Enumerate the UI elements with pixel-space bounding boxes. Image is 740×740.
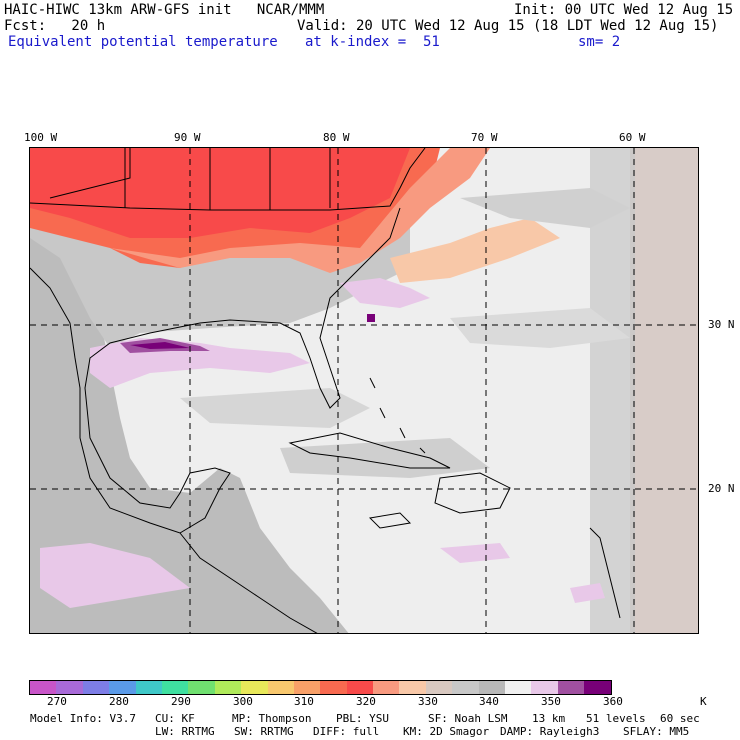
- colorbar-label: 310: [294, 695, 314, 708]
- cu-scheme: CU: KF: [155, 712, 195, 725]
- lw-scheme: LW: RRTMG: [155, 725, 215, 738]
- lat-lon-grid: [30, 148, 698, 633]
- sflay-scheme: SFLAY: MM5: [623, 725, 690, 738]
- colorbar-swatch: [293, 681, 321, 694]
- colorbar-unit: K: [700, 695, 707, 708]
- lat-label-30n: 30 N: [708, 318, 735, 331]
- caribbean-purple: [440, 543, 510, 563]
- colorbar-swatch: [320, 681, 347, 694]
- colorbar-label: 350: [541, 695, 561, 708]
- model-version: Model Info: V3.7: [30, 712, 136, 725]
- colorbar-swatch: [30, 681, 57, 694]
- lon-label-100w: 100 W: [24, 131, 58, 144]
- colorbar-swatch: [505, 681, 532, 694]
- atlantic-gray-streaks: [460, 188, 630, 228]
- colorbar-swatch: [109, 681, 136, 694]
- timestep: 60 sec: [660, 712, 700, 725]
- mp-scheme: MP: Thompson: [232, 712, 312, 725]
- sw-scheme: SW: RRTMG: [234, 725, 294, 738]
- colorbar-label: 330: [418, 695, 438, 708]
- sf-scheme: SF: Noah LSM: [428, 712, 508, 725]
- colorbar-swatch: [346, 681, 374, 694]
- theta-e-map: [29, 147, 699, 634]
- levels: 51 levels: [586, 712, 646, 725]
- model-title: HAIC-HIWC 13km ARW-GFS init NCAR/MMM: [4, 2, 325, 18]
- resolution: 13 km: [532, 712, 566, 725]
- eastern-gray-region: [630, 148, 698, 633]
- init-time: Init: 00 UTC Wed 12 Aug 15: [514, 2, 734, 18]
- damp-scheme: DAMP: Rayleigh3: [500, 725, 600, 738]
- colorbar-label: 270: [47, 695, 67, 708]
- coastlines: [30, 148, 621, 633]
- colorbar-label: 340: [479, 695, 499, 708]
- forecast-hour: Fcst: 20 h: [4, 18, 106, 34]
- colorbar-swatch: [56, 681, 83, 694]
- level-index: at k-index = 51: [305, 34, 440, 50]
- colorbar-label: 320: [356, 695, 376, 708]
- km-scheme: KM: 2D Smagor: [403, 725, 490, 738]
- smoothing: sm= 2: [578, 34, 621, 50]
- colorbar-label: 290: [171, 695, 191, 708]
- field-name: Equivalent potential temperature: [8, 34, 278, 50]
- colorbar-swatch: [452, 681, 479, 694]
- colorbar-swatch: [531, 681, 558, 694]
- pbl-scheme: PBL: YSU: [336, 712, 389, 725]
- colorbar-swatch: [82, 681, 110, 694]
- colorbar-swatch: [584, 681, 611, 694]
- colorbar-swatch: [267, 681, 294, 694]
- lat-label-20n: 20 N: [708, 482, 735, 495]
- diff-scheme: DIFF: full: [313, 725, 380, 738]
- lon-label-80w: 80 W: [323, 131, 350, 144]
- colorbar-label: 280: [109, 695, 129, 708]
- atlantic-peach: [390, 218, 560, 283]
- colorbar-swatch: [557, 681, 585, 694]
- panama-purple: [40, 543, 190, 608]
- colorbar-swatch: [478, 681, 506, 694]
- valid-time: Valid: 20 UTC Wed 12 Aug 15 (18 LDT Wed …: [297, 18, 719, 34]
- colorbar-swatch: [399, 681, 426, 694]
- florida-purple: [340, 278, 430, 308]
- colorbar-label: 300: [233, 695, 253, 708]
- colorbar-swatch: [135, 681, 162, 694]
- colorbar: [29, 680, 612, 695]
- colorbar-swatch: [425, 681, 453, 694]
- us-cool-fringe: [110, 148, 490, 273]
- colorbar-swatch: [161, 681, 189, 694]
- mexico-land: [30, 208, 349, 633]
- lon-label-60w: 60 W: [619, 131, 646, 144]
- colorbar-label: 360: [603, 695, 623, 708]
- colorbar-swatch: [373, 681, 400, 694]
- lon-label-90w: 90 W: [174, 131, 201, 144]
- colorbar-swatch: [188, 681, 215, 694]
- colorbar-swatch: [214, 681, 242, 694]
- lon-label-70w: 70 W: [471, 131, 498, 144]
- colorbar-swatch: [241, 681, 268, 694]
